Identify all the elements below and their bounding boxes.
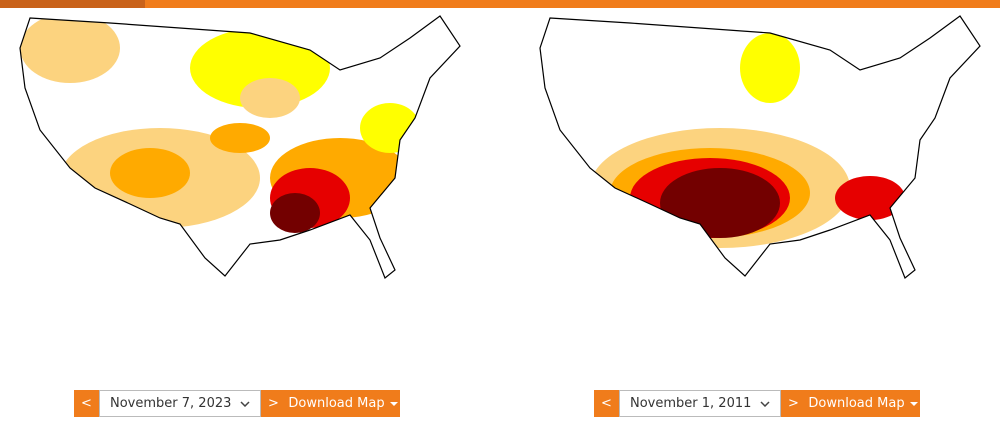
- next-button[interactable]: >: [261, 390, 286, 417]
- prev-button[interactable]: <: [74, 390, 99, 417]
- date-text: November 7, 2023: [110, 396, 232, 411]
- chevron: [240, 400, 250, 407]
- download-text: Download Map: [808, 396, 905, 411]
- drought-map: [19, 15, 461, 279]
- map-controls: < November 1, 2011 > Download Map: [594, 390, 920, 417]
- top-bar: [0, 0, 1000, 8]
- drought-map: [539, 15, 981, 279]
- date-text: November 1, 2011: [630, 396, 752, 411]
- date-select[interactable]: November 7, 2023: [99, 390, 261, 417]
- download-button[interactable]: Download Map: [806, 390, 920, 417]
- download-button[interactable]: Download Map: [286, 390, 400, 417]
- download-text: Download Map: [288, 396, 385, 411]
- prev-button[interactable]: <: [594, 390, 619, 417]
- chevron: [760, 400, 770, 407]
- top-bar-tab: [0, 0, 145, 8]
- caret: [909, 401, 918, 406]
- caret: [389, 401, 398, 406]
- next-button[interactable]: >: [781, 390, 806, 417]
- map-controls: < November 7, 2023 > Download Map: [74, 390, 400, 417]
- date-select[interactable]: November 1, 2011: [619, 390, 781, 417]
